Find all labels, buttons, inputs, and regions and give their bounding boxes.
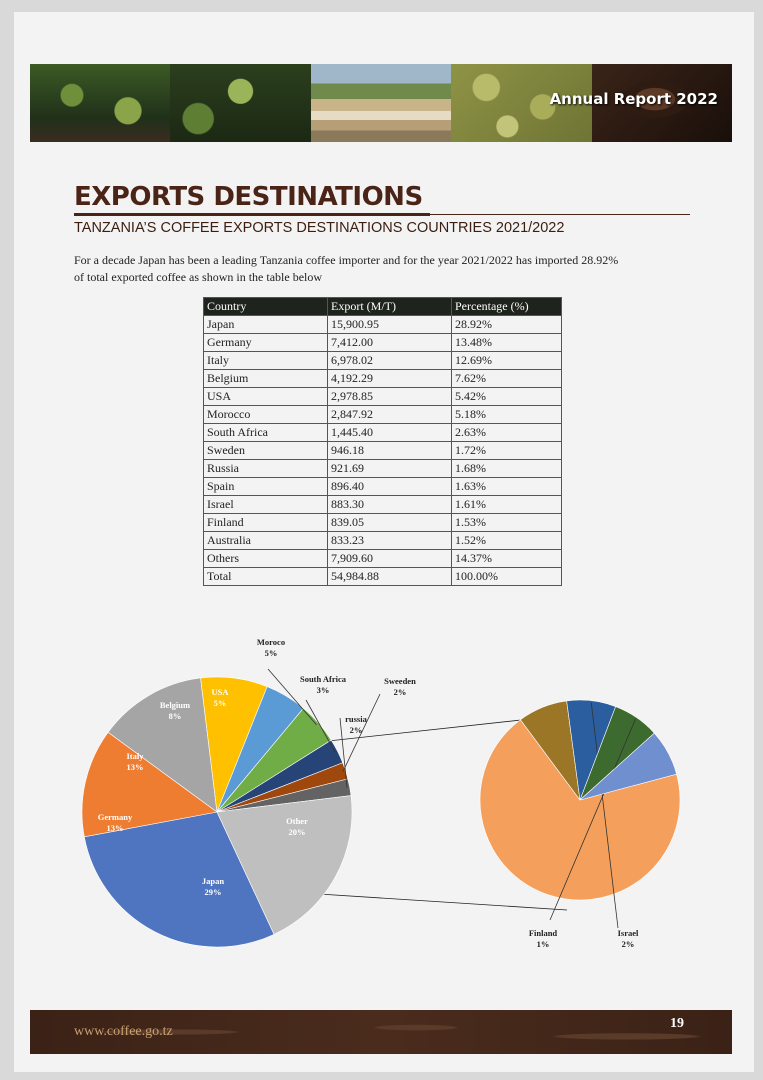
- slice-percent-label: 3%: [317, 685, 330, 695]
- country-cell: Belgium: [203, 369, 328, 388]
- table-row: Germany 7,412.00 13.48%: [203, 333, 562, 352]
- country-cell: Israel: [203, 495, 328, 514]
- slice-percent-label: 13%: [107, 823, 124, 833]
- pie-slice-germany: [81, 731, 218, 838]
- percentage-cell: 13.48%: [451, 333, 562, 352]
- slice-label: Italy: [127, 751, 145, 761]
- leader-line: [590, 702, 619, 929]
- slice-percent-label: 1%: [537, 939, 550, 949]
- header-banner: Annual Report 2022: [30, 64, 732, 142]
- slice-label: Belgium: [160, 700, 190, 710]
- exports-table: Country Export (M/T) Percentage (%) Japa…: [203, 297, 562, 586]
- coffee-cherries-photo: [170, 64, 311, 142]
- table-header-row: Country Export (M/T) Percentage (%): [203, 297, 562, 316]
- page-footer: www.coffee.go.tz 19: [30, 1010, 732, 1054]
- slice-percent-label: 13%: [127, 762, 144, 772]
- report-page: Annual Report 2022 EXPORTS DESTINATIONS …: [14, 12, 754, 1072]
- pie-slice-other: [216, 795, 353, 935]
- intro-line-1: For a decade Japan has been a leading Ta…: [74, 253, 619, 267]
- table-row: Total 54,984.88 100.00%: [203, 567, 562, 586]
- page-number: 19: [670, 1016, 684, 1031]
- country-cell: Russia: [203, 459, 328, 478]
- coffee-cup-photo: [591, 64, 732, 142]
- green-beans-photo: [451, 64, 592, 142]
- slice-label: South Africa: [300, 674, 347, 684]
- leader-line: [549, 719, 636, 921]
- slice-percent-label: 29%: [205, 887, 222, 897]
- title-underline: [74, 213, 430, 216]
- pie-slice-part-0: [479, 719, 681, 901]
- slice-label: russia: [345, 714, 367, 724]
- table-row: Morocco 2,847.92 5.18%: [203, 405, 562, 424]
- drying-beds-photo: [310, 64, 452, 142]
- pie-slice-japan: [83, 811, 275, 948]
- export-cell: 54,984.88: [327, 567, 452, 586]
- intro-paragraph: For a decade Japan has been a leading Ta…: [74, 252, 704, 286]
- export-cell: 15,900.95: [327, 315, 452, 334]
- section-title: EXPORTS DESTINATIONS: [74, 182, 423, 212]
- connector-line-bottom: [318, 893, 568, 911]
- slice-label: Moroco: [257, 637, 285, 647]
- slice-label: USA: [211, 687, 229, 697]
- slice-percent-label: 2%: [394, 687, 407, 697]
- title-rule: [430, 214, 690, 215]
- intro-line-2: of total exported coffee as shown in the…: [74, 270, 323, 284]
- table-row: Spain 896.40 1.63%: [203, 477, 562, 496]
- percentage-cell: 1.52%: [451, 531, 562, 550]
- table-row: Finland 839.05 1.53%: [203, 513, 562, 532]
- slice-label: Germany: [98, 812, 133, 822]
- percentage-cell: 5.42%: [451, 387, 562, 406]
- table-row: USA 2,978.85 5.42%: [203, 387, 562, 406]
- slice-label: Other: [286, 816, 308, 826]
- slice-percent-label: 5%: [265, 648, 278, 658]
- export-cell: 7,909.60: [327, 549, 452, 568]
- header-export: Export (M/T): [327, 297, 452, 316]
- coffee-plants-photo: [30, 64, 171, 142]
- slice-percent-label: 5%: [214, 698, 227, 708]
- table-row: Israel 883.30 1.61%: [203, 495, 562, 514]
- section-subtitle: TANZANIA’S COFFEE EXPORTS DESTINATIONS C…: [74, 220, 565, 236]
- slice-percent-label: 2%: [622, 939, 635, 949]
- percentage-cell: 100.00%: [451, 567, 562, 586]
- leader-line: [342, 693, 381, 772]
- table-row: Russia 921.69 1.68%: [203, 459, 562, 478]
- export-cell: 839.05: [327, 513, 452, 532]
- table-row: Italy 6,978.02 12.69%: [203, 351, 562, 370]
- slice-percent-label: 8%: [169, 711, 182, 721]
- leader-line: [267, 668, 317, 726]
- footer-url[interactable]: www.coffee.go.tz: [74, 1024, 173, 1039]
- slice-label: Finland: [529, 928, 558, 938]
- table-row: Japan 15,900.95 28.92%: [203, 315, 562, 334]
- table-body: Japan 15,900.95 28.92% Germany 7,412.00 13.48…: [203, 315, 562, 586]
- slice-percent-label: 2%: [350, 725, 363, 735]
- pie-slice-part-4: [579, 732, 677, 801]
- report-title: Annual Report 2022: [549, 90, 718, 108]
- slice-label: Israel: [618, 928, 639, 938]
- export-pie-charts: Japan29%Germany13%Italy13%Belgium8%USA5%…: [81, 637, 681, 949]
- slice-label: Japan: [202, 876, 224, 886]
- slice-label: Sweeden: [384, 676, 416, 686]
- pie-slice-italy: [107, 677, 218, 813]
- percentage-cell: 1.61%: [451, 495, 562, 514]
- leader-line: [339, 717, 348, 788]
- header-percentage: Percentage (%): [451, 297, 562, 316]
- percentage-cell: 5.18%: [451, 405, 562, 424]
- leader-line: [305, 699, 336, 753]
- header-country: Country: [203, 297, 328, 316]
- slice-percent-label: 20%: [289, 827, 306, 837]
